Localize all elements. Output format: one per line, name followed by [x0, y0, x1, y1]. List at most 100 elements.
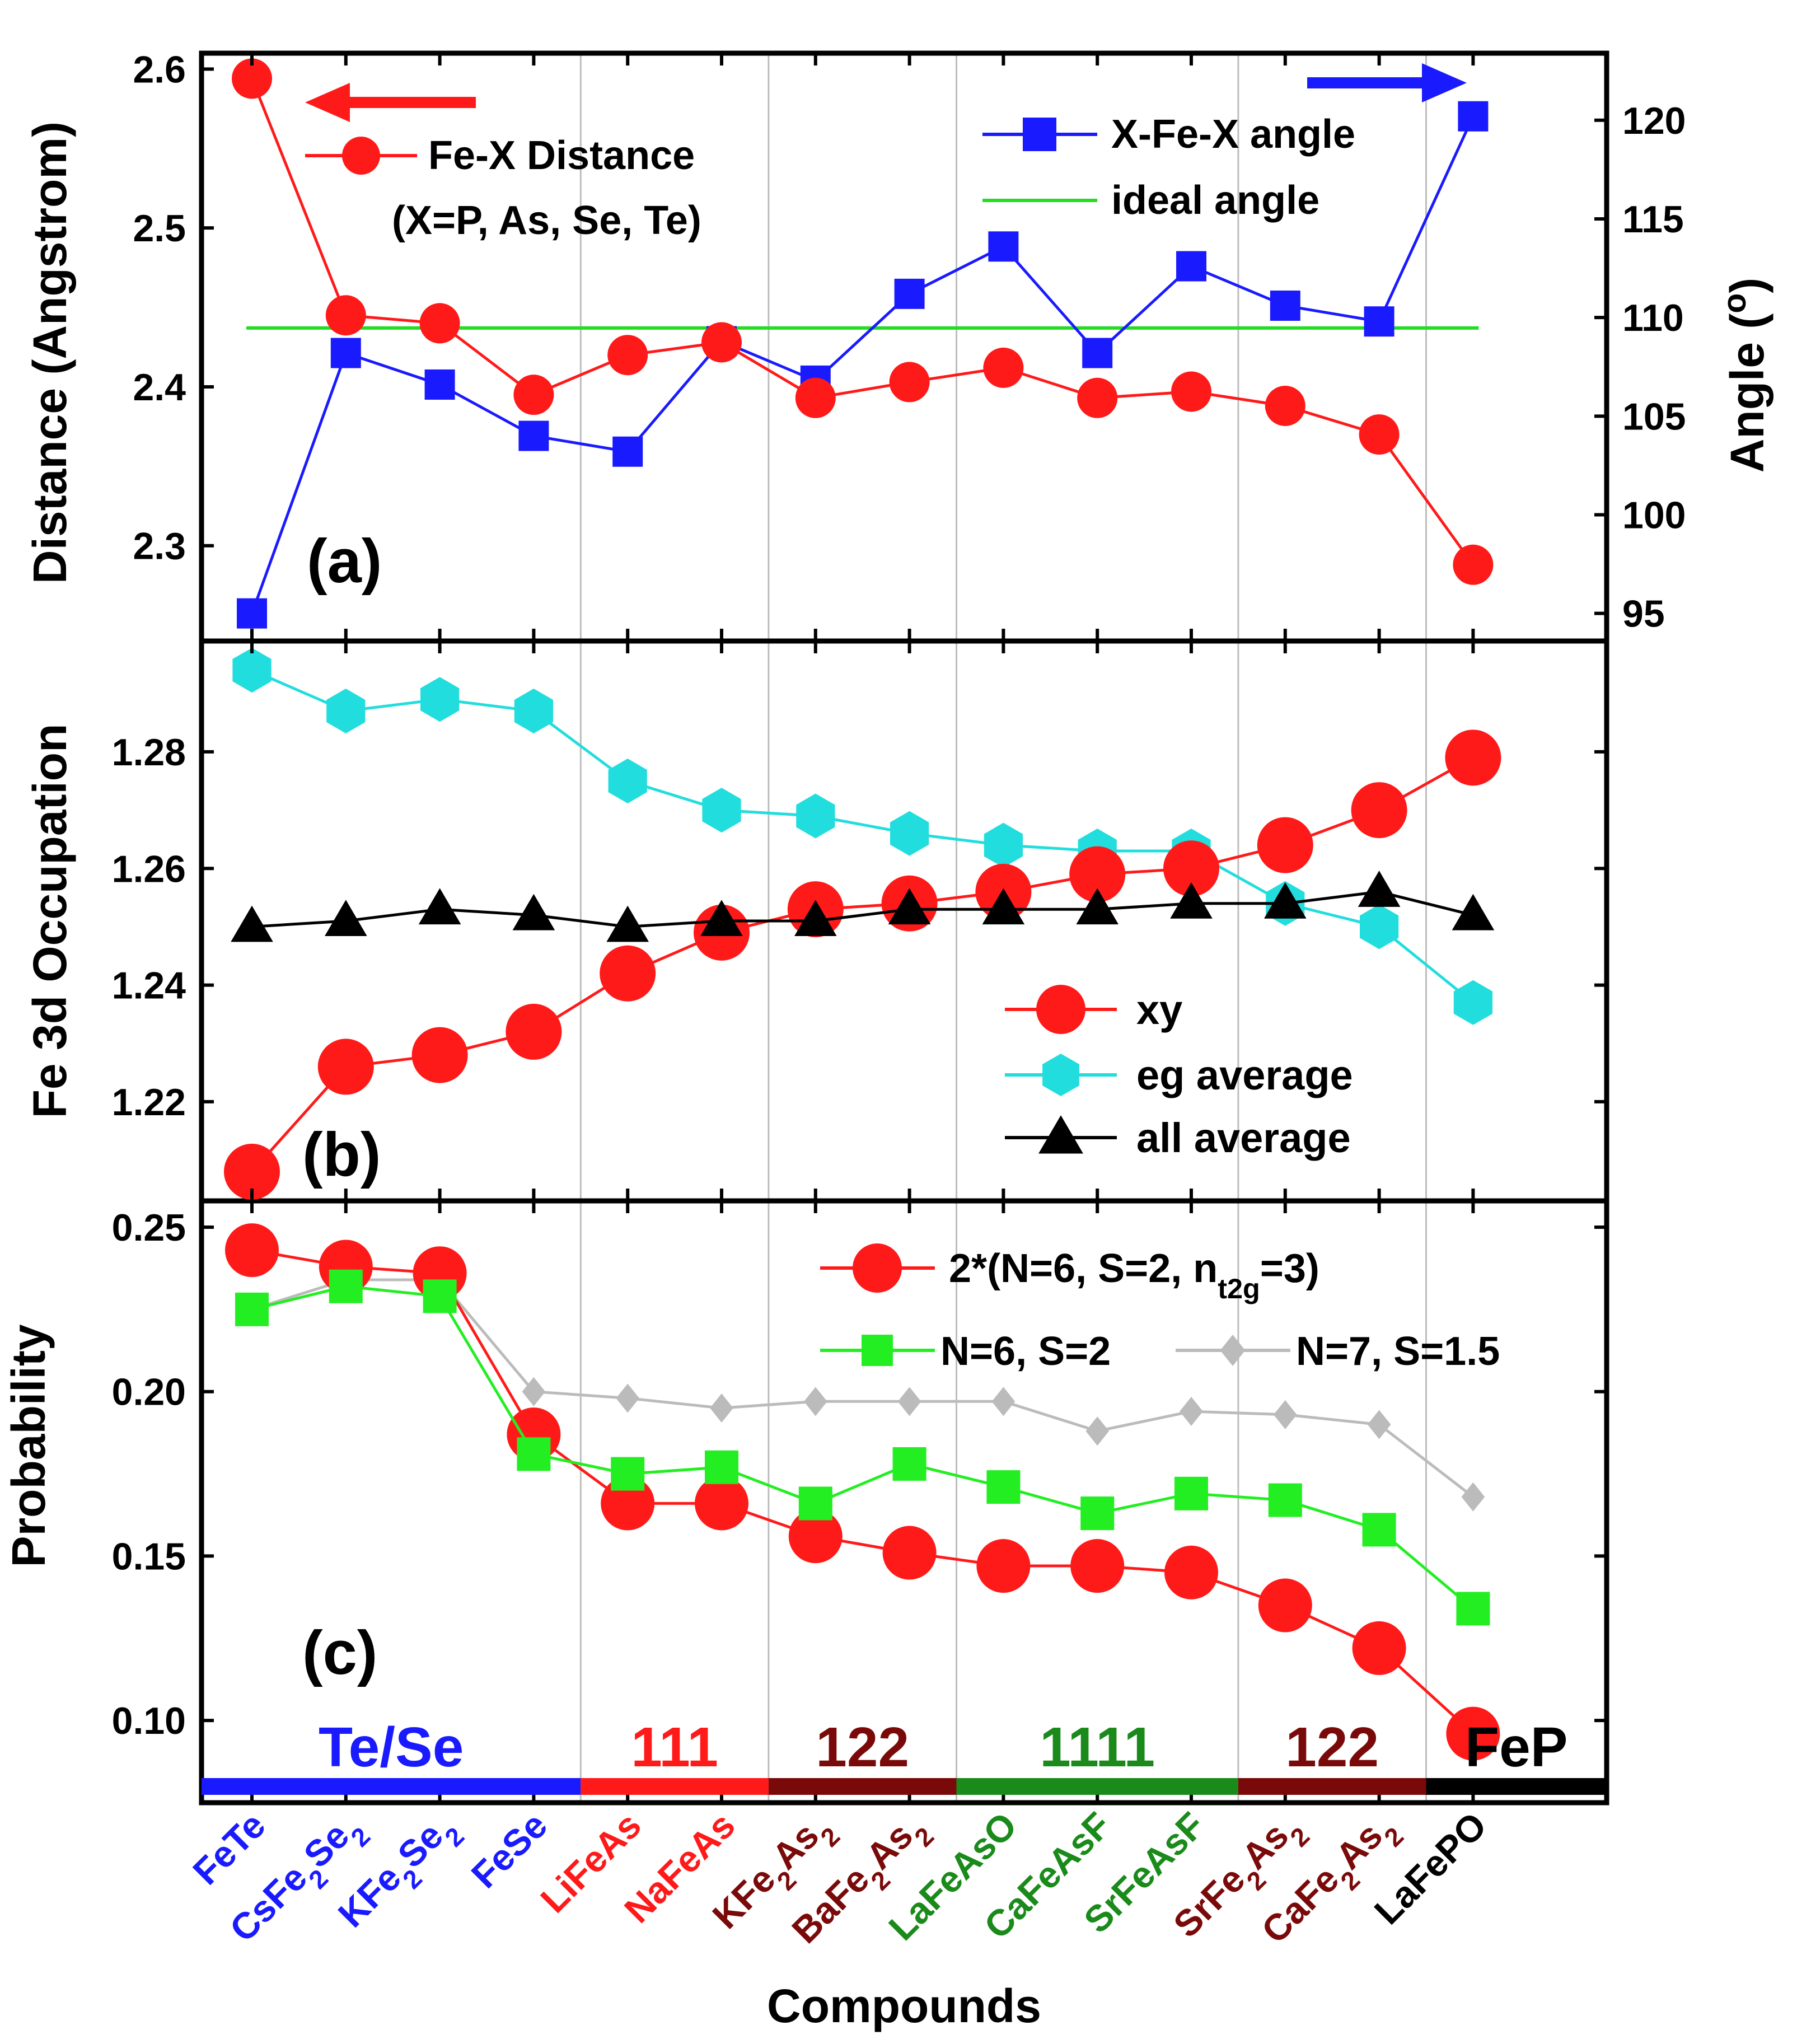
red-series-point	[1070, 1539, 1125, 1593]
compound-label-part: As	[1234, 1814, 1297, 1877]
distance-series-point	[1077, 377, 1118, 418]
distance-series-point	[419, 303, 460, 344]
family-band	[768, 1778, 957, 1795]
all-series-point	[418, 888, 461, 925]
angle-series-point	[237, 598, 267, 629]
xy-series-point	[506, 1003, 562, 1060]
y-tick-label-b: 1.22	[112, 1081, 186, 1124]
n6-series-point	[423, 1279, 457, 1313]
family-label: Te/Se	[319, 1716, 464, 1779]
n6-series-point	[892, 1447, 926, 1481]
angle-series-point	[894, 278, 925, 309]
y-tick-label-c: 0.15	[112, 1535, 186, 1578]
all-series-point	[700, 900, 743, 936]
legend-all-label: all average	[1136, 1115, 1351, 1161]
n7-series-point	[804, 1387, 827, 1416]
n7-series-point	[522, 1377, 546, 1406]
angle-series-point	[1364, 306, 1394, 337]
panel-frames	[199, 50, 1609, 1806]
all-series-point	[982, 888, 1025, 925]
eg-series-point	[1360, 904, 1399, 949]
y-axis-title-c: Probability	[2, 1324, 55, 1567]
family-label: FeP	[1465, 1716, 1567, 1779]
all-series-point	[512, 894, 555, 930]
y2-tick-label-a: 120	[1622, 100, 1686, 142]
y2-axis-title-a: Angle (o)	[1716, 278, 1774, 473]
angle-series-point	[988, 231, 1019, 262]
red-series-point	[1352, 1621, 1406, 1675]
legend-n7-marker	[1220, 1335, 1246, 1366]
y2-tick-label-a: 100	[1622, 494, 1686, 536]
eg-series-point	[514, 689, 553, 733]
legend-angle-marker	[1023, 118, 1056, 151]
legend-distance-marker	[342, 137, 380, 175]
angle-series-point	[1458, 101, 1489, 132]
n6-series-point	[1362, 1513, 1396, 1547]
legend-all-marker	[1038, 1115, 1083, 1154]
angle-series-point	[1176, 251, 1206, 282]
legend-eg-label: eg average	[1136, 1052, 1353, 1098]
distance-series-point	[1453, 544, 1494, 585]
n6-series-point	[705, 1450, 738, 1484]
axes-ticks-labels: 2.3 2.4 2.5 2.6 95 100 105 110 115 120 Distance (A…	[2, 48, 1773, 1803]
eg-series-point	[608, 759, 647, 803]
y-axis-title-b: Fe 3d Occupation	[24, 724, 76, 1119]
eg-series-point	[326, 689, 366, 733]
family-band	[956, 1778, 1238, 1795]
legend-xy-label: xy	[1136, 986, 1182, 1033]
angle-series-line	[250, 115, 1475, 614]
y-tick-label-c: 0.10	[112, 1700, 186, 1742]
distance-series-point	[325, 295, 366, 336]
compound-label-part: KFe	[704, 1858, 783, 1937]
xy-series-point	[411, 1027, 468, 1083]
all-series-line	[251, 890, 1474, 928]
y2-tick-label-a: 110	[1622, 297, 1684, 339]
distance-series-point	[701, 322, 742, 363]
all-series-point	[888, 888, 931, 925]
panel-a-distance-angle	[232, 58, 1494, 629]
panel-label-c: (c)	[302, 1619, 377, 1687]
compound-label-part: As	[1327, 1814, 1390, 1877]
all-series-point	[1452, 894, 1495, 930]
red-series-point	[882, 1526, 937, 1580]
family-bands: Te/Se 111 122 1111 122 FeP	[202, 1716, 1607, 1795]
legend-eg-marker	[1042, 1054, 1079, 1096]
eg-series-point	[420, 677, 460, 722]
y2-axis-title-a-part: )	[1721, 278, 1773, 293]
arrow-left-head	[305, 83, 350, 122]
legend-ideal-label: ideal angle	[1111, 178, 1319, 223]
xy-series-point	[1351, 782, 1407, 839]
n6-series-point	[517, 1437, 551, 1471]
n7-series-point	[897, 1387, 921, 1416]
all-series-point	[325, 900, 367, 936]
red-series-point	[1164, 1545, 1218, 1599]
legend-red-label: 2*(N=6, S=2, nt2g=3)	[949, 1246, 1319, 1304]
red-series-point	[695, 1476, 748, 1531]
xy-series-point	[1445, 729, 1501, 786]
y-tick-label-a: 2.6	[133, 48, 186, 91]
eg-series-point	[984, 822, 1023, 868]
red-series-point	[788, 1509, 843, 1564]
all-series-point	[1076, 888, 1119, 925]
legend-n6-label: N=6, S=2	[940, 1329, 1111, 1374]
legends: Fe-X Distance (X=P, As, Se, Te) X-Fe-X ang…	[305, 63, 1500, 1374]
distance-series-point	[1265, 386, 1305, 426]
n7-series-point	[1180, 1396, 1203, 1426]
family-band	[581, 1778, 769, 1795]
family-label: 111	[631, 1716, 718, 1779]
panel-b-occupation	[224, 648, 1501, 1200]
distance-series-point	[607, 335, 648, 376]
angle-series-point	[1270, 291, 1300, 321]
n6-series-point	[1268, 1483, 1302, 1517]
xy-series-point	[224, 1143, 280, 1200]
red-series-point	[1446, 1706, 1500, 1761]
compound-label-part: As	[858, 1814, 920, 1877]
family-band	[202, 1778, 581, 1795]
n6-series-point	[329, 1269, 363, 1303]
y2-tick-label-a: 95	[1622, 593, 1665, 635]
angle-series-point	[424, 369, 455, 400]
n7-series-point	[991, 1387, 1016, 1416]
eg-series-point	[796, 793, 835, 839]
angle-series-point	[1082, 338, 1113, 368]
